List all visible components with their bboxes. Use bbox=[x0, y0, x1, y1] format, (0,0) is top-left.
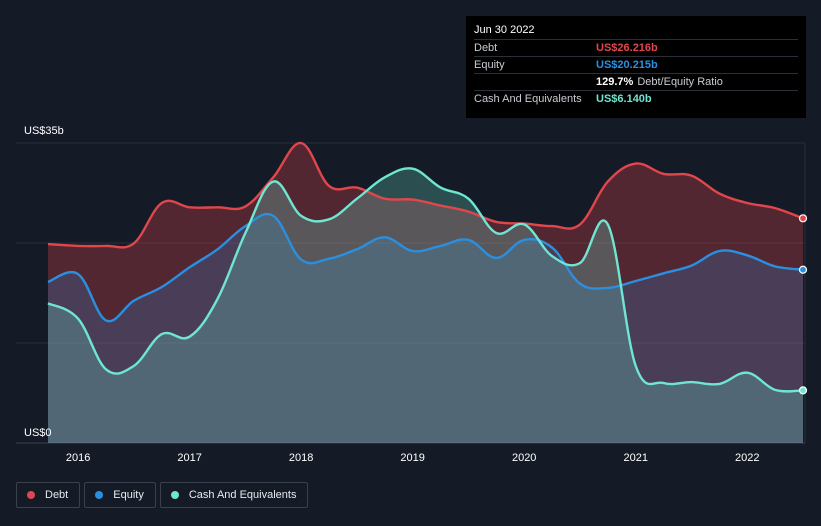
equity-series-line bbox=[47, 212, 804, 323]
equity-endpoint-marker bbox=[798, 265, 808, 274]
equity-series-area bbox=[48, 214, 803, 443]
y-tick-label-max: US$35b bbox=[24, 125, 64, 137]
y-axis: US$0 US$35b bbox=[24, 125, 64, 439]
debt-series-line bbox=[47, 141, 804, 249]
x-tick-label: 2022 bbox=[735, 452, 759, 464]
cash-series-line bbox=[47, 167, 804, 393]
tooltip-ratio-spacer bbox=[474, 74, 596, 90]
legend-equity-label: Equity bbox=[113, 489, 144, 501]
tooltip-row-debt: Debt US$26.216b bbox=[474, 39, 798, 56]
x-tick-label: 2018 bbox=[289, 452, 313, 464]
x-tick-label: 2017 bbox=[177, 452, 201, 464]
tooltip-cash-label: Cash And Equivalents bbox=[474, 93, 582, 105]
x-tick-label: 2019 bbox=[400, 452, 424, 464]
tooltip-row-equity: Equity US$20.215b bbox=[474, 56, 798, 73]
cash-series-area bbox=[48, 168, 803, 443]
debt-series-area bbox=[48, 142, 803, 443]
tooltip-cash-value: US$6.140b bbox=[596, 93, 652, 105]
tooltip-ratio-label: Debt/Equity Ratio bbox=[637, 76, 723, 88]
x-tick-label: 2016 bbox=[66, 452, 90, 464]
chart-legend: Debt Equity Cash And Equivalents bbox=[16, 482, 312, 510]
tooltip-equity-label: Equity bbox=[474, 59, 505, 71]
y-tick-label-min: US$0 bbox=[24, 427, 52, 439]
grid-lines bbox=[16, 142, 806, 444]
tooltip-panel: Jun 30 2022 Debt US$26.216b Equity US$20… bbox=[466, 16, 806, 118]
legend-cash-label: Cash And Equivalents bbox=[188, 489, 297, 501]
x-tick-label: 2021 bbox=[623, 452, 647, 464]
x-tick-label: 2020 bbox=[512, 452, 536, 464]
tooltip-debt-value: US$26.216b bbox=[596, 42, 658, 54]
x-axis: 2016 2017 2018 2019 2020 2021 2022 bbox=[66, 452, 760, 464]
tooltip-row-ratio: 129.7% Debt/Equity Ratio bbox=[474, 73, 798, 90]
tooltip-date: Jun 30 2022 bbox=[474, 24, 535, 36]
series-endpoints bbox=[798, 214, 808, 395]
equity-dot-icon bbox=[95, 491, 104, 499]
cash-dot-icon bbox=[170, 491, 179, 499]
tooltip-row-cash: Cash And Equivalents US$6.140b bbox=[474, 90, 798, 107]
series-lines bbox=[47, 141, 804, 393]
legend-debt-label: Debt bbox=[45, 489, 69, 501]
tooltip-equity-value: US$20.215b bbox=[596, 59, 658, 71]
debt-endpoint-marker bbox=[798, 214, 808, 223]
cash-endpoint-marker bbox=[798, 386, 808, 395]
tooltip-debt-label: Debt bbox=[474, 42, 498, 54]
debt-dot-icon bbox=[27, 491, 35, 499]
tooltip-ratio-value: 129.7% bbox=[596, 76, 634, 88]
series-areas bbox=[48, 142, 803, 443]
legend-item-cash[interactable]: Cash And Equivalents bbox=[159, 482, 309, 508]
legend-item-debt[interactable]: Debt bbox=[16, 482, 81, 508]
legend-item-equity[interactable]: Equity bbox=[84, 482, 156, 508]
